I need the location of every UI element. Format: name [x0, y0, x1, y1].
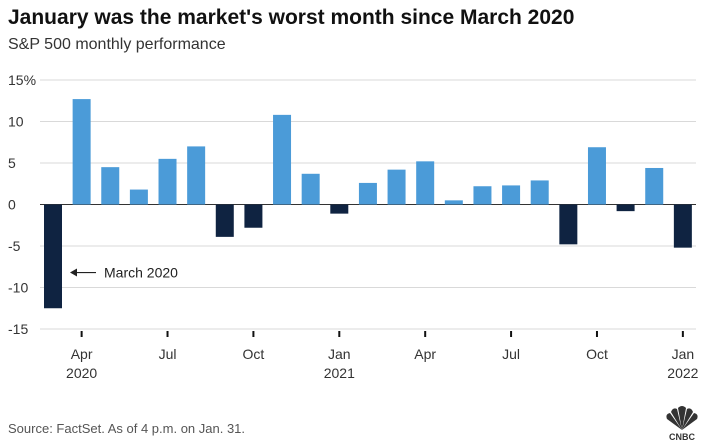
bar-mar-2021	[387, 169, 406, 205]
bar-sep-2021	[559, 204, 578, 245]
x-tick-label: Oct	[586, 346, 608, 362]
y-axis-labels: 15% 10 5 0 -5 -10 -15	[8, 72, 36, 337]
x-tick-year-label: 2021	[324, 365, 355, 381]
bar-apr-2020	[72, 99, 91, 205]
bar-may-2021	[444, 200, 463, 205]
annotation-arrow-head	[70, 268, 77, 277]
annotation-label: March 2020	[104, 265, 178, 281]
x-tick-label: Jan	[328, 346, 351, 362]
x-tick-label: Jul	[502, 346, 520, 362]
y-tick-label: 10	[8, 114, 24, 130]
bar-jul-2021	[502, 185, 521, 205]
x-tick-label: Apr	[71, 346, 93, 362]
chart-subtitle: S&P 500 monthly performance	[8, 36, 226, 53]
cnbc-peacock-logo-icon: CNBC	[666, 406, 698, 442]
bar-nov-2020	[273, 114, 292, 205]
annotations: March 2020	[70, 265, 178, 281]
bar-oct-2021	[587, 147, 606, 205]
bar-nov-2021	[616, 204, 635, 212]
bar-feb-2021	[358, 182, 377, 205]
bar-jan-2021	[330, 204, 349, 214]
chart-title: January was the market's worst month sin…	[8, 6, 575, 29]
bar-may-2020	[101, 167, 120, 205]
y-tick-label: -10	[8, 280, 28, 296]
bar-dec-2020	[301, 173, 320, 205]
bar-mar-2020	[44, 204, 62, 309]
x-tick-label: Apr	[414, 346, 436, 362]
x-tick-year-label: 2022	[667, 365, 698, 381]
bars	[44, 99, 692, 309]
x-tick-label: Jul	[159, 346, 177, 362]
x-tick-label: Jan	[672, 346, 695, 362]
source-note: Source: FactSet. As of 4 p.m. on Jan. 31…	[8, 421, 246, 436]
y-tick-label: 0	[8, 197, 16, 213]
x-axis: Apr 2020 Jul Oct Jan 2021 Apr Jul Oct Jan 2022	[66, 331, 699, 381]
bar-apr-2021	[416, 161, 435, 205]
y-tick-label: -5	[8, 238, 21, 254]
x-tick-label: Oct	[243, 346, 265, 362]
bar-aug-2020	[187, 146, 206, 205]
y-tick-label: 5	[8, 155, 16, 171]
y-tick-label: -15	[8, 321, 28, 337]
bar-dec-2021	[645, 167, 664, 205]
bar-oct-2020	[244, 204, 263, 228]
svg-text:CNBC: CNBC	[669, 432, 695, 442]
bar-jun-2020	[129, 189, 148, 205]
x-tick-year-label: 2020	[66, 365, 97, 381]
bar-sep-2020	[215, 204, 234, 237]
bar-jul-2020	[158, 158, 177, 205]
bar-aug-2021	[530, 180, 549, 205]
y-tick-label: 15%	[8, 72, 36, 88]
bar-jan-2022	[673, 204, 692, 248]
bar-jun-2021	[473, 186, 492, 205]
gridlines	[40, 79, 696, 330]
